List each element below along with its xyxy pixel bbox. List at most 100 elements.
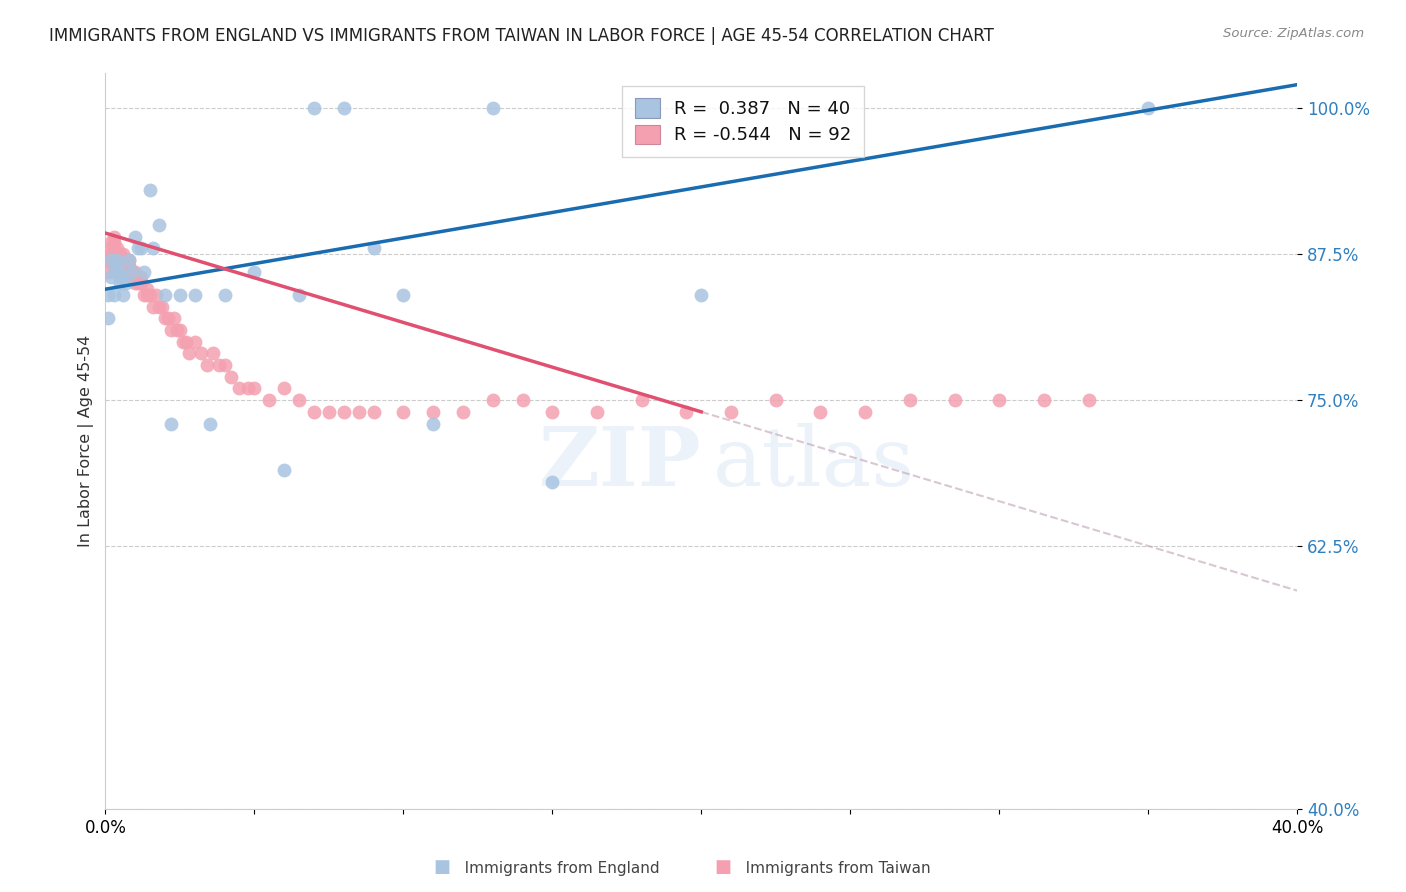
Point — [103, 252, 125, 267]
Point — [273, 463, 295, 477]
Text: ■: ■ — [433, 858, 450, 876]
Point — [481, 393, 503, 408]
Point — [100, 252, 122, 267]
Point — [288, 393, 311, 408]
Point — [118, 252, 141, 267]
Point — [105, 259, 128, 273]
Point — [112, 252, 135, 267]
Point — [97, 265, 120, 279]
Point — [512, 393, 534, 408]
Point — [169, 288, 191, 302]
Point — [156, 311, 179, 326]
Point — [541, 405, 564, 419]
Point — [690, 288, 713, 302]
Point — [121, 270, 143, 285]
Point — [898, 393, 921, 408]
Text: IMMIGRANTS FROM ENGLAND VS IMMIGRANTS FROM TAIWAN IN LABOR FORCE | AGE 45-54 COR: IMMIGRANTS FROM ENGLAND VS IMMIGRANTS FR… — [49, 27, 994, 45]
Point — [110, 247, 132, 261]
Point — [100, 252, 122, 267]
Point — [115, 259, 138, 273]
Point — [100, 241, 122, 255]
Point — [943, 393, 966, 408]
Point — [127, 270, 149, 285]
Point — [115, 277, 138, 291]
Point — [988, 393, 1011, 408]
Point — [127, 241, 149, 255]
Point — [142, 241, 165, 255]
Point — [810, 405, 832, 419]
Point — [163, 311, 186, 326]
Point — [363, 241, 385, 255]
Point — [541, 475, 564, 489]
Point — [100, 270, 122, 285]
Point — [174, 334, 197, 349]
Point — [118, 265, 141, 279]
Point — [228, 382, 250, 396]
Point — [139, 183, 162, 197]
Point — [148, 300, 170, 314]
Point — [332, 101, 354, 115]
Point — [121, 265, 143, 279]
Point — [110, 277, 132, 291]
Point — [184, 334, 207, 349]
Point — [103, 247, 125, 261]
Point — [332, 405, 354, 419]
Point — [853, 405, 876, 419]
Point — [160, 417, 183, 431]
Point — [586, 405, 609, 419]
Point — [1077, 393, 1099, 408]
Point — [110, 259, 132, 273]
Point — [243, 265, 266, 279]
Point — [136, 282, 159, 296]
Point — [97, 311, 120, 326]
Point — [129, 241, 152, 255]
Point — [136, 288, 159, 302]
Text: Immigrants from Taiwan: Immigrants from Taiwan — [731, 861, 931, 876]
Point — [184, 288, 207, 302]
Point — [214, 288, 236, 302]
Point — [259, 393, 281, 408]
Point — [630, 393, 652, 408]
Point — [97, 288, 120, 302]
Point — [148, 218, 170, 232]
Point — [105, 265, 128, 279]
Point — [481, 101, 503, 115]
Point — [100, 247, 122, 261]
Point — [118, 252, 141, 267]
Point — [198, 417, 221, 431]
Point — [129, 277, 152, 291]
Point — [207, 358, 229, 372]
Point — [273, 382, 295, 396]
Point — [129, 270, 152, 285]
Text: ■: ■ — [714, 858, 731, 876]
Point — [214, 358, 236, 372]
Point — [105, 259, 128, 273]
Point — [105, 247, 128, 261]
Point — [765, 393, 787, 408]
Point — [103, 241, 125, 255]
Point — [112, 247, 135, 261]
Point — [105, 252, 128, 267]
Point — [105, 241, 128, 255]
Point — [201, 346, 224, 360]
Text: ZIP: ZIP — [538, 423, 702, 503]
Point — [160, 323, 183, 337]
Point — [124, 270, 146, 285]
Point — [169, 323, 191, 337]
Point — [302, 405, 325, 419]
Point — [422, 405, 444, 419]
Point — [363, 405, 385, 419]
Point — [150, 300, 173, 314]
Text: Source: ZipAtlas.com: Source: ZipAtlas.com — [1223, 27, 1364, 40]
Point — [392, 405, 415, 419]
Point — [347, 405, 370, 419]
Point — [1032, 393, 1054, 408]
Point — [132, 265, 155, 279]
Point — [132, 288, 155, 302]
Point — [675, 405, 697, 419]
Point — [166, 323, 188, 337]
Point — [103, 259, 125, 273]
Point — [124, 277, 146, 291]
Point — [243, 382, 266, 396]
Point — [172, 334, 194, 349]
